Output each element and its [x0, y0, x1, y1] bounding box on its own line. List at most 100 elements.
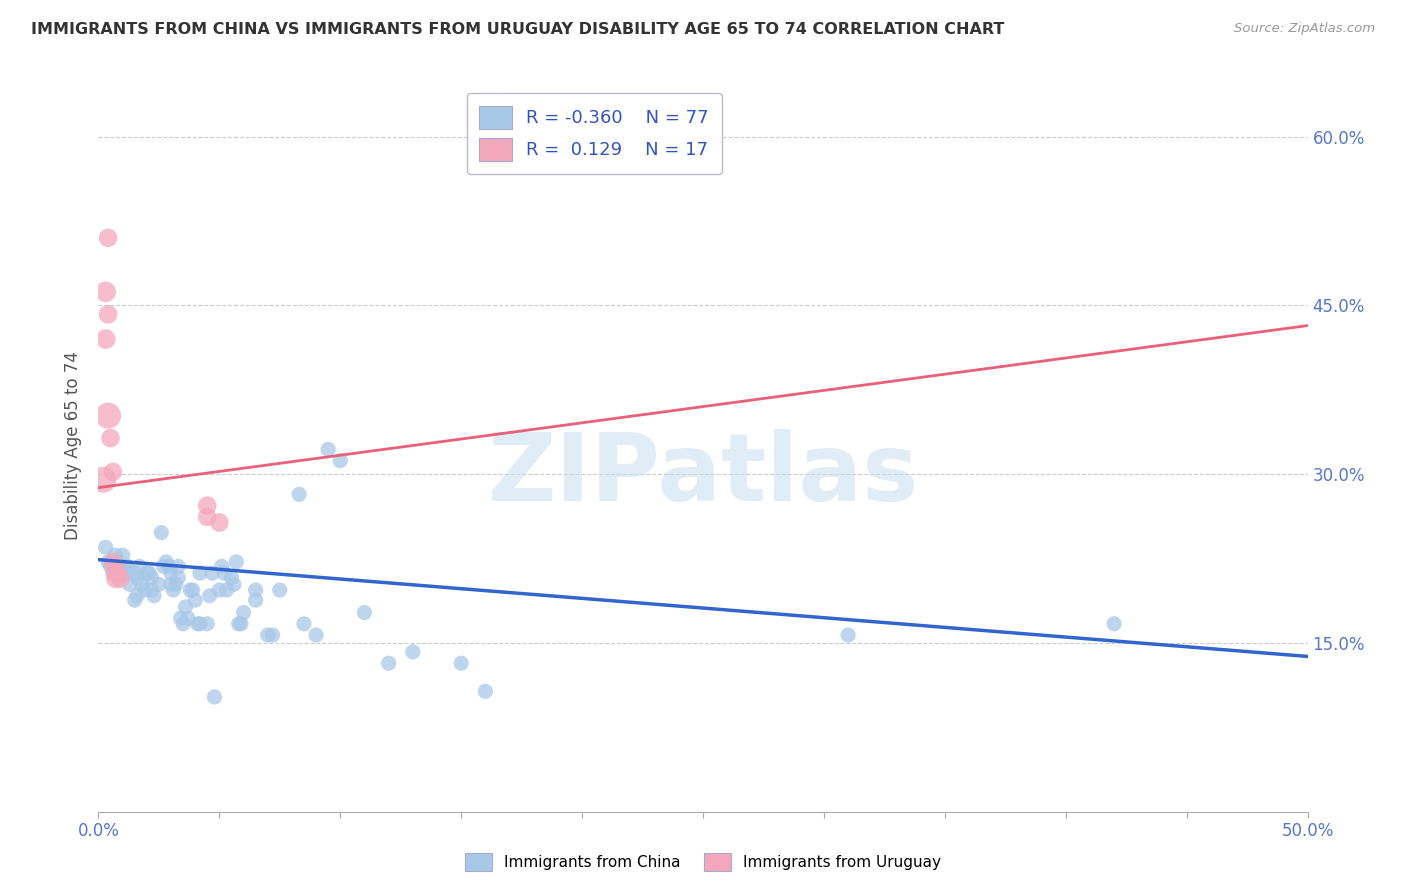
Point	[172, 616, 194, 631]
Point	[143, 589, 166, 603]
Text: IMMIGRANTS FROM CHINA VS IMMIGRANTS FROM URUGUAY DISABILITY AGE 65 TO 74 CORRELA: IMMIGRANTS FROM CHINA VS IMMIGRANTS FROM…	[31, 22, 1004, 37]
Point	[165, 577, 187, 591]
Point	[181, 582, 204, 597]
Point	[269, 582, 291, 597]
Point	[108, 572, 131, 586]
Point	[138, 566, 160, 581]
Point	[262, 628, 284, 642]
Legend: Immigrants from China, Immigrants from Uruguay: Immigrants from China, Immigrants from U…	[458, 847, 948, 877]
Point	[288, 487, 311, 501]
Point	[141, 571, 163, 585]
Point	[208, 516, 231, 530]
Point	[97, 409, 120, 423]
Point	[152, 559, 174, 574]
Point	[101, 555, 124, 569]
Point	[104, 559, 127, 574]
Point	[211, 559, 233, 574]
Point	[104, 566, 127, 581]
Point	[111, 566, 134, 581]
Point	[160, 577, 183, 591]
Point	[148, 577, 170, 591]
Point	[837, 628, 859, 642]
Point	[198, 589, 221, 603]
Point	[245, 593, 267, 607]
Point	[195, 509, 218, 524]
Point	[177, 611, 200, 625]
Point	[114, 566, 136, 581]
Point	[228, 616, 250, 631]
Point	[101, 566, 124, 581]
Point	[107, 566, 129, 581]
Point	[215, 582, 238, 597]
Point	[118, 577, 141, 591]
Point	[174, 599, 197, 614]
Point	[101, 465, 124, 479]
Point	[167, 559, 190, 574]
Point	[450, 656, 472, 670]
Point	[104, 572, 127, 586]
Y-axis label: Disability Age 65 to 74: Disability Age 65 to 74	[65, 351, 83, 541]
Point	[150, 525, 173, 540]
Point	[160, 566, 183, 581]
Point	[157, 559, 180, 574]
Point	[94, 332, 117, 346]
Point	[377, 656, 399, 670]
Point	[402, 645, 425, 659]
Point	[179, 582, 201, 597]
Point	[124, 566, 146, 581]
Point	[222, 577, 245, 591]
Point	[127, 589, 149, 603]
Point	[169, 611, 191, 625]
Point	[229, 616, 252, 631]
Point	[124, 593, 146, 607]
Point	[155, 555, 177, 569]
Point	[225, 555, 247, 569]
Point	[111, 548, 134, 562]
Point	[184, 593, 207, 607]
Legend: R = -0.360    N = 77, R =  0.129    N = 17: R = -0.360 N = 77, R = 0.129 N = 17	[467, 93, 721, 174]
Text: ZIPatlas: ZIPatlas	[488, 429, 918, 521]
Point	[195, 616, 218, 631]
Point	[108, 559, 131, 574]
Point	[329, 453, 352, 467]
Point	[292, 616, 315, 631]
Point	[100, 559, 122, 574]
Point	[474, 684, 496, 698]
Point	[305, 628, 328, 642]
Point	[94, 541, 117, 555]
Point	[141, 582, 163, 597]
Point	[245, 582, 267, 597]
Point	[167, 571, 190, 585]
Point	[135, 566, 157, 581]
Point	[201, 566, 224, 581]
Point	[221, 571, 243, 585]
Point	[187, 616, 209, 631]
Point	[232, 606, 254, 620]
Point	[97, 555, 120, 569]
Point	[91, 473, 114, 487]
Point	[188, 616, 211, 631]
Point	[94, 285, 117, 299]
Point	[107, 555, 129, 569]
Point	[104, 548, 127, 562]
Point	[316, 442, 339, 457]
Point	[1102, 616, 1125, 631]
Point	[188, 566, 211, 581]
Point	[256, 628, 278, 642]
Point	[97, 307, 120, 321]
Point	[353, 606, 375, 620]
Point	[195, 499, 218, 513]
Point	[131, 577, 153, 591]
Point	[162, 582, 184, 597]
Point	[134, 582, 156, 597]
Point	[127, 571, 149, 585]
Point	[208, 582, 231, 597]
Point	[114, 559, 136, 574]
Point	[128, 559, 150, 574]
Point	[204, 690, 226, 704]
Point	[100, 431, 122, 445]
Text: Source: ZipAtlas.com: Source: ZipAtlas.com	[1234, 22, 1375, 36]
Point	[97, 231, 120, 245]
Point	[117, 559, 139, 574]
Point	[212, 566, 235, 581]
